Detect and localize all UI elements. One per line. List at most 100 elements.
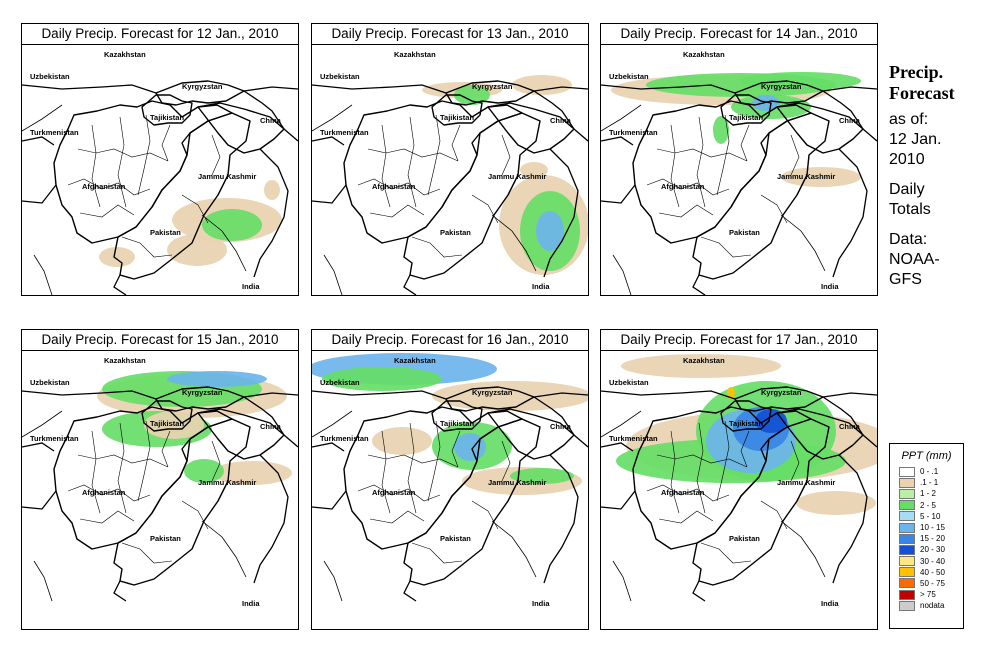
river-line: [780, 214, 826, 272]
as-of-line: as of:: [889, 111, 929, 128]
precip-area: [741, 72, 861, 90]
map-label-turkmenistan: Turkmenistan: [320, 128, 369, 137]
province-border: [716, 420, 730, 502]
map-label-tajikistan: Tajikistan: [729, 113, 763, 122]
province-border: [79, 510, 135, 524]
province-border: [161, 124, 171, 162]
panel-title: Daily Precip. Forecast for 12 Jan., 2010: [22, 24, 298, 45]
legend-swatch: [899, 556, 915, 567]
province-border: [658, 510, 714, 524]
country-border: [243, 396, 285, 436]
river-line: [601, 104, 642, 132]
legend-swatch: [899, 589, 915, 600]
province-border: [211, 134, 221, 176]
precip-area: [713, 116, 729, 144]
country-border: [283, 128, 298, 142]
country-border: [431, 400, 483, 432]
country-border: [573, 128, 588, 142]
forecast-panel-1: Daily Precip. Forecast for 12 Jan., 2010…: [21, 23, 299, 296]
country-border: [312, 442, 345, 452]
map-svg: Kazakhstan Uzbekistan Kyrgyzstan Tajikistan…: [601, 50, 877, 295]
precip-field: [422, 75, 588, 275]
legend-item: 40 - 50: [899, 567, 945, 578]
legend-item: 1 - 2: [899, 488, 945, 499]
province-border: [696, 422, 706, 514]
map-label-jammu-kashmir: Jammu Kashmir: [198, 478, 256, 487]
province-border: [471, 500, 499, 530]
map-label-turkmenistan: Turkmenistan: [609, 434, 658, 443]
map-label-tajikistan: Tajikistan: [150, 113, 184, 122]
country-border: [862, 434, 877, 448]
country-border: [832, 454, 868, 584]
map-label-afghanistan: Afghanistan: [82, 488, 126, 497]
map-label-kazakhstan: Kazakhstan: [104, 50, 146, 59]
legend-item: 20 - 30: [899, 544, 945, 555]
province-border: [381, 430, 391, 514]
country-border: [822, 90, 864, 130]
precip-area: [520, 162, 548, 178]
precip-area: [781, 167, 861, 187]
country-border: [601, 490, 636, 510]
province-border: [716, 114, 730, 196]
legend-label: nodata: [920, 601, 945, 611]
legend-label: 0 - .1: [920, 467, 939, 477]
river-line: [201, 214, 247, 272]
river-line: [612, 254, 632, 295]
country-border: [692, 274, 706, 295]
map-label-kazakhstan: Kazakhstan: [104, 356, 146, 365]
country-border: [533, 392, 588, 398]
province-border: [161, 430, 171, 468]
country-border: [734, 80, 824, 106]
precip-area: [796, 491, 876, 515]
country-border: [312, 84, 447, 94]
country-border: [197, 102, 285, 154]
precip-map: Kazakhstan Uzbekistan Kyrgyzstan Tajikistan…: [601, 45, 877, 295]
map-label-turkmenistan: Turkmenistan: [30, 128, 79, 137]
legend-title: PPT (mm): [901, 450, 952, 462]
country-border: [601, 84, 736, 94]
map-label-pakistan: Pakistan: [150, 534, 181, 543]
legend-label: 15 - 20: [920, 534, 945, 544]
country-border: [601, 136, 634, 146]
river-line: [491, 520, 537, 578]
map-label-turkmenistan: Turkmenistan: [609, 128, 658, 137]
legend-item: 50 - 75: [899, 578, 945, 589]
province-border: [367, 454, 459, 468]
map-label-jammu-kashmir: Jammu Kashmir: [488, 172, 546, 181]
province-border: [79, 204, 135, 218]
precip-area: [432, 381, 588, 411]
country-border: [533, 90, 575, 130]
country-border: [487, 102, 575, 154]
country-border: [533, 86, 588, 92]
map-label-india: India: [242, 599, 260, 608]
map-label-afghanistan: Afghanistan: [82, 182, 126, 191]
country-border: [243, 86, 298, 92]
country-border: [312, 490, 347, 510]
map-label-china: China: [550, 422, 572, 431]
province-border: [760, 500, 788, 530]
map-label-tajikistan: Tajikistan: [440, 113, 474, 122]
province-border: [367, 148, 459, 162]
precip-map: Kazakhstan Uzbekistan Kyrgyzstan Tajikistan…: [22, 45, 298, 295]
country-border: [141, 94, 193, 126]
daily-totals-note: Daily Totals: [889, 180, 981, 220]
map-label-tajikistan: Tajikistan: [150, 419, 184, 428]
map-label-turkmenistan: Turkmenistan: [320, 434, 369, 443]
province-border: [427, 420, 441, 502]
province-border: [407, 116, 417, 208]
as-of-date: as of: 12 Jan. 2010: [889, 110, 981, 170]
country-border: [720, 94, 772, 126]
province-border: [211, 440, 221, 482]
data-line: NOAA-: [889, 251, 940, 268]
map-label-pakistan: Pakistan: [440, 228, 471, 237]
map-label-uzbekistan: Uzbekistan: [609, 72, 649, 81]
legend-item: 30 - 40: [899, 556, 945, 567]
precip-area: [454, 85, 490, 105]
map-label-uzbekistan: Uzbekistan: [30, 72, 70, 81]
sidebar-title: Precip. Forecast: [889, 62, 981, 104]
province-border: [740, 430, 750, 468]
province-border: [501, 134, 511, 176]
map-label-kazakhstan: Kazakhstan: [394, 50, 436, 59]
country-border: [253, 454, 289, 584]
province-border: [77, 454, 169, 468]
